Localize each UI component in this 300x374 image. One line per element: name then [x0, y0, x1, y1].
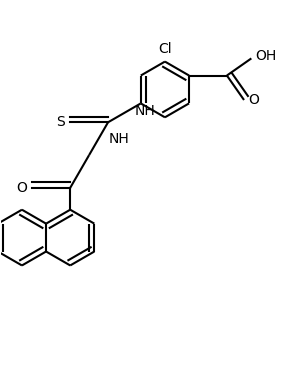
Text: S: S: [56, 115, 65, 129]
Text: O: O: [16, 181, 27, 195]
Text: NH: NH: [109, 132, 129, 146]
Text: OH: OH: [255, 49, 277, 64]
Text: Cl: Cl: [158, 42, 172, 56]
Text: NH: NH: [134, 104, 155, 118]
Text: O: O: [248, 93, 259, 107]
